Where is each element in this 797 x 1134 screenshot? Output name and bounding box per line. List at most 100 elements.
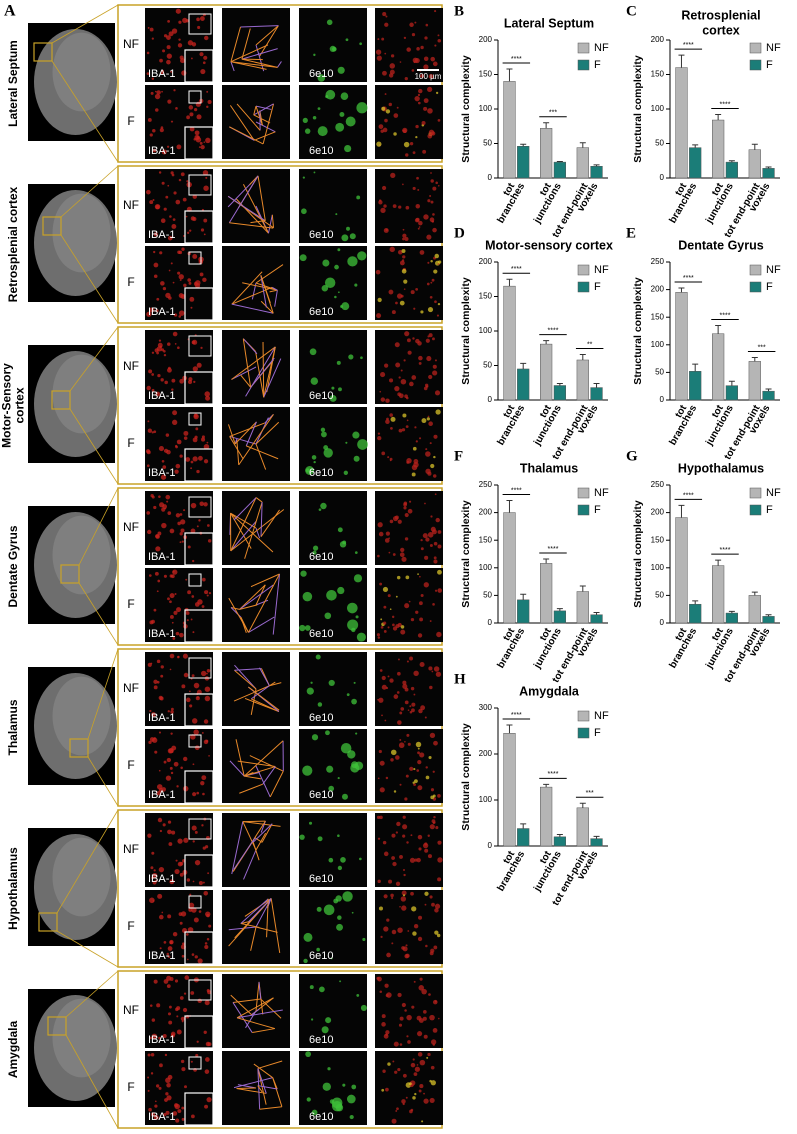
- speckle: [395, 1110, 397, 1112]
- speckle: [187, 959, 189, 961]
- speckle: [195, 831, 198, 834]
- legend-swatch: [578, 43, 589, 53]
- region-label: cortex: [13, 387, 27, 423]
- speckle: [411, 906, 416, 911]
- speckle: [195, 745, 200, 750]
- error-bar: [557, 383, 563, 385]
- speckle: [404, 288, 406, 290]
- speckle: [423, 1098, 428, 1103]
- speckle: [431, 1066, 435, 1070]
- speckle: [339, 112, 344, 117]
- speckle: [381, 397, 385, 401]
- speckle: [147, 420, 149, 422]
- speckle: [435, 182, 438, 185]
- speckle: [377, 633, 380, 636]
- significance-label: ***: [758, 344, 766, 351]
- legend-swatch: [750, 265, 761, 275]
- speckle: [323, 1083, 331, 1091]
- speckle: [419, 1090, 422, 1093]
- speckle: [312, 455, 317, 460]
- speckle: [419, 1084, 423, 1088]
- speckle: [154, 980, 158, 984]
- significance-label: ****: [548, 546, 559, 553]
- speckle: [206, 1097, 211, 1102]
- speckle: [199, 881, 203, 885]
- speckle: [318, 107, 321, 110]
- speckle: [165, 196, 168, 199]
- speckle: [325, 730, 330, 735]
- speckle: [377, 436, 381, 440]
- significance-label: ****: [720, 547, 731, 554]
- panel-letter: F: [454, 448, 463, 464]
- y-axis-label: Structural complexity: [632, 500, 644, 608]
- speckle: [201, 228, 204, 231]
- speckle: [411, 1109, 414, 1112]
- speckle: [434, 300, 437, 303]
- speckle: [351, 761, 358, 768]
- speckle: [411, 708, 415, 712]
- speckle: [206, 1042, 211, 1047]
- speckle: [205, 177, 207, 179]
- condition-label: F: [127, 436, 134, 450]
- speckle: [355, 551, 358, 554]
- bar: [504, 81, 516, 178]
- speckle: [398, 520, 402, 524]
- speckle: [347, 256, 357, 266]
- y-tick-label: 0: [488, 173, 493, 182]
- speckle: [413, 151, 416, 154]
- speckle: [380, 761, 385, 766]
- speckle: [190, 991, 194, 995]
- speckle: [194, 108, 197, 111]
- speckle: [406, 1015, 411, 1020]
- speckle: [181, 1107, 184, 1110]
- condition-label: F: [127, 597, 134, 611]
- speckle: [303, 592, 313, 602]
- y-tick-label: 150: [479, 292, 493, 301]
- speckle: [204, 719, 208, 723]
- speckle: [196, 792, 199, 795]
- speckle: [337, 587, 344, 594]
- speckle: [189, 230, 191, 232]
- speckle: [157, 660, 161, 664]
- speckle: [415, 339, 420, 344]
- speckle: [418, 709, 422, 713]
- speckle: [390, 247, 395, 252]
- speckle: [391, 834, 395, 838]
- speckle: [207, 524, 210, 527]
- speckle: [171, 262, 173, 264]
- bar: [591, 615, 603, 623]
- bar: [712, 566, 724, 623]
- speckle: [167, 914, 171, 918]
- speckle: [418, 916, 422, 920]
- speckle: [193, 366, 198, 371]
- speckle: [406, 944, 408, 946]
- speckle: [161, 508, 165, 512]
- speckle: [176, 9, 181, 14]
- speckle: [412, 465, 417, 470]
- speckle: [382, 71, 387, 76]
- speckle: [418, 835, 422, 839]
- error-bar: [543, 123, 549, 129]
- error-bar: [580, 803, 586, 808]
- speckle: [433, 816, 435, 818]
- speckle: [160, 378, 163, 381]
- speckle: [205, 1069, 210, 1074]
- speckle: [319, 986, 325, 992]
- speckle: [166, 775, 171, 780]
- speckle: [176, 607, 181, 612]
- speckle: [165, 293, 170, 298]
- speckle: [191, 1114, 195, 1118]
- speckle: [423, 843, 428, 848]
- speckle: [189, 105, 193, 109]
- speckle: [172, 410, 177, 415]
- speckle: [339, 980, 341, 982]
- speckle: [156, 90, 161, 95]
- speckle: [148, 1090, 150, 1092]
- stain-label: 6e10: [309, 68, 333, 80]
- speckle: [169, 270, 171, 272]
- speckle: [338, 387, 342, 391]
- legend-swatch: [578, 728, 589, 738]
- speckle: [204, 1105, 208, 1109]
- speckle: [196, 18, 200, 22]
- legend-swatch: [578, 282, 589, 292]
